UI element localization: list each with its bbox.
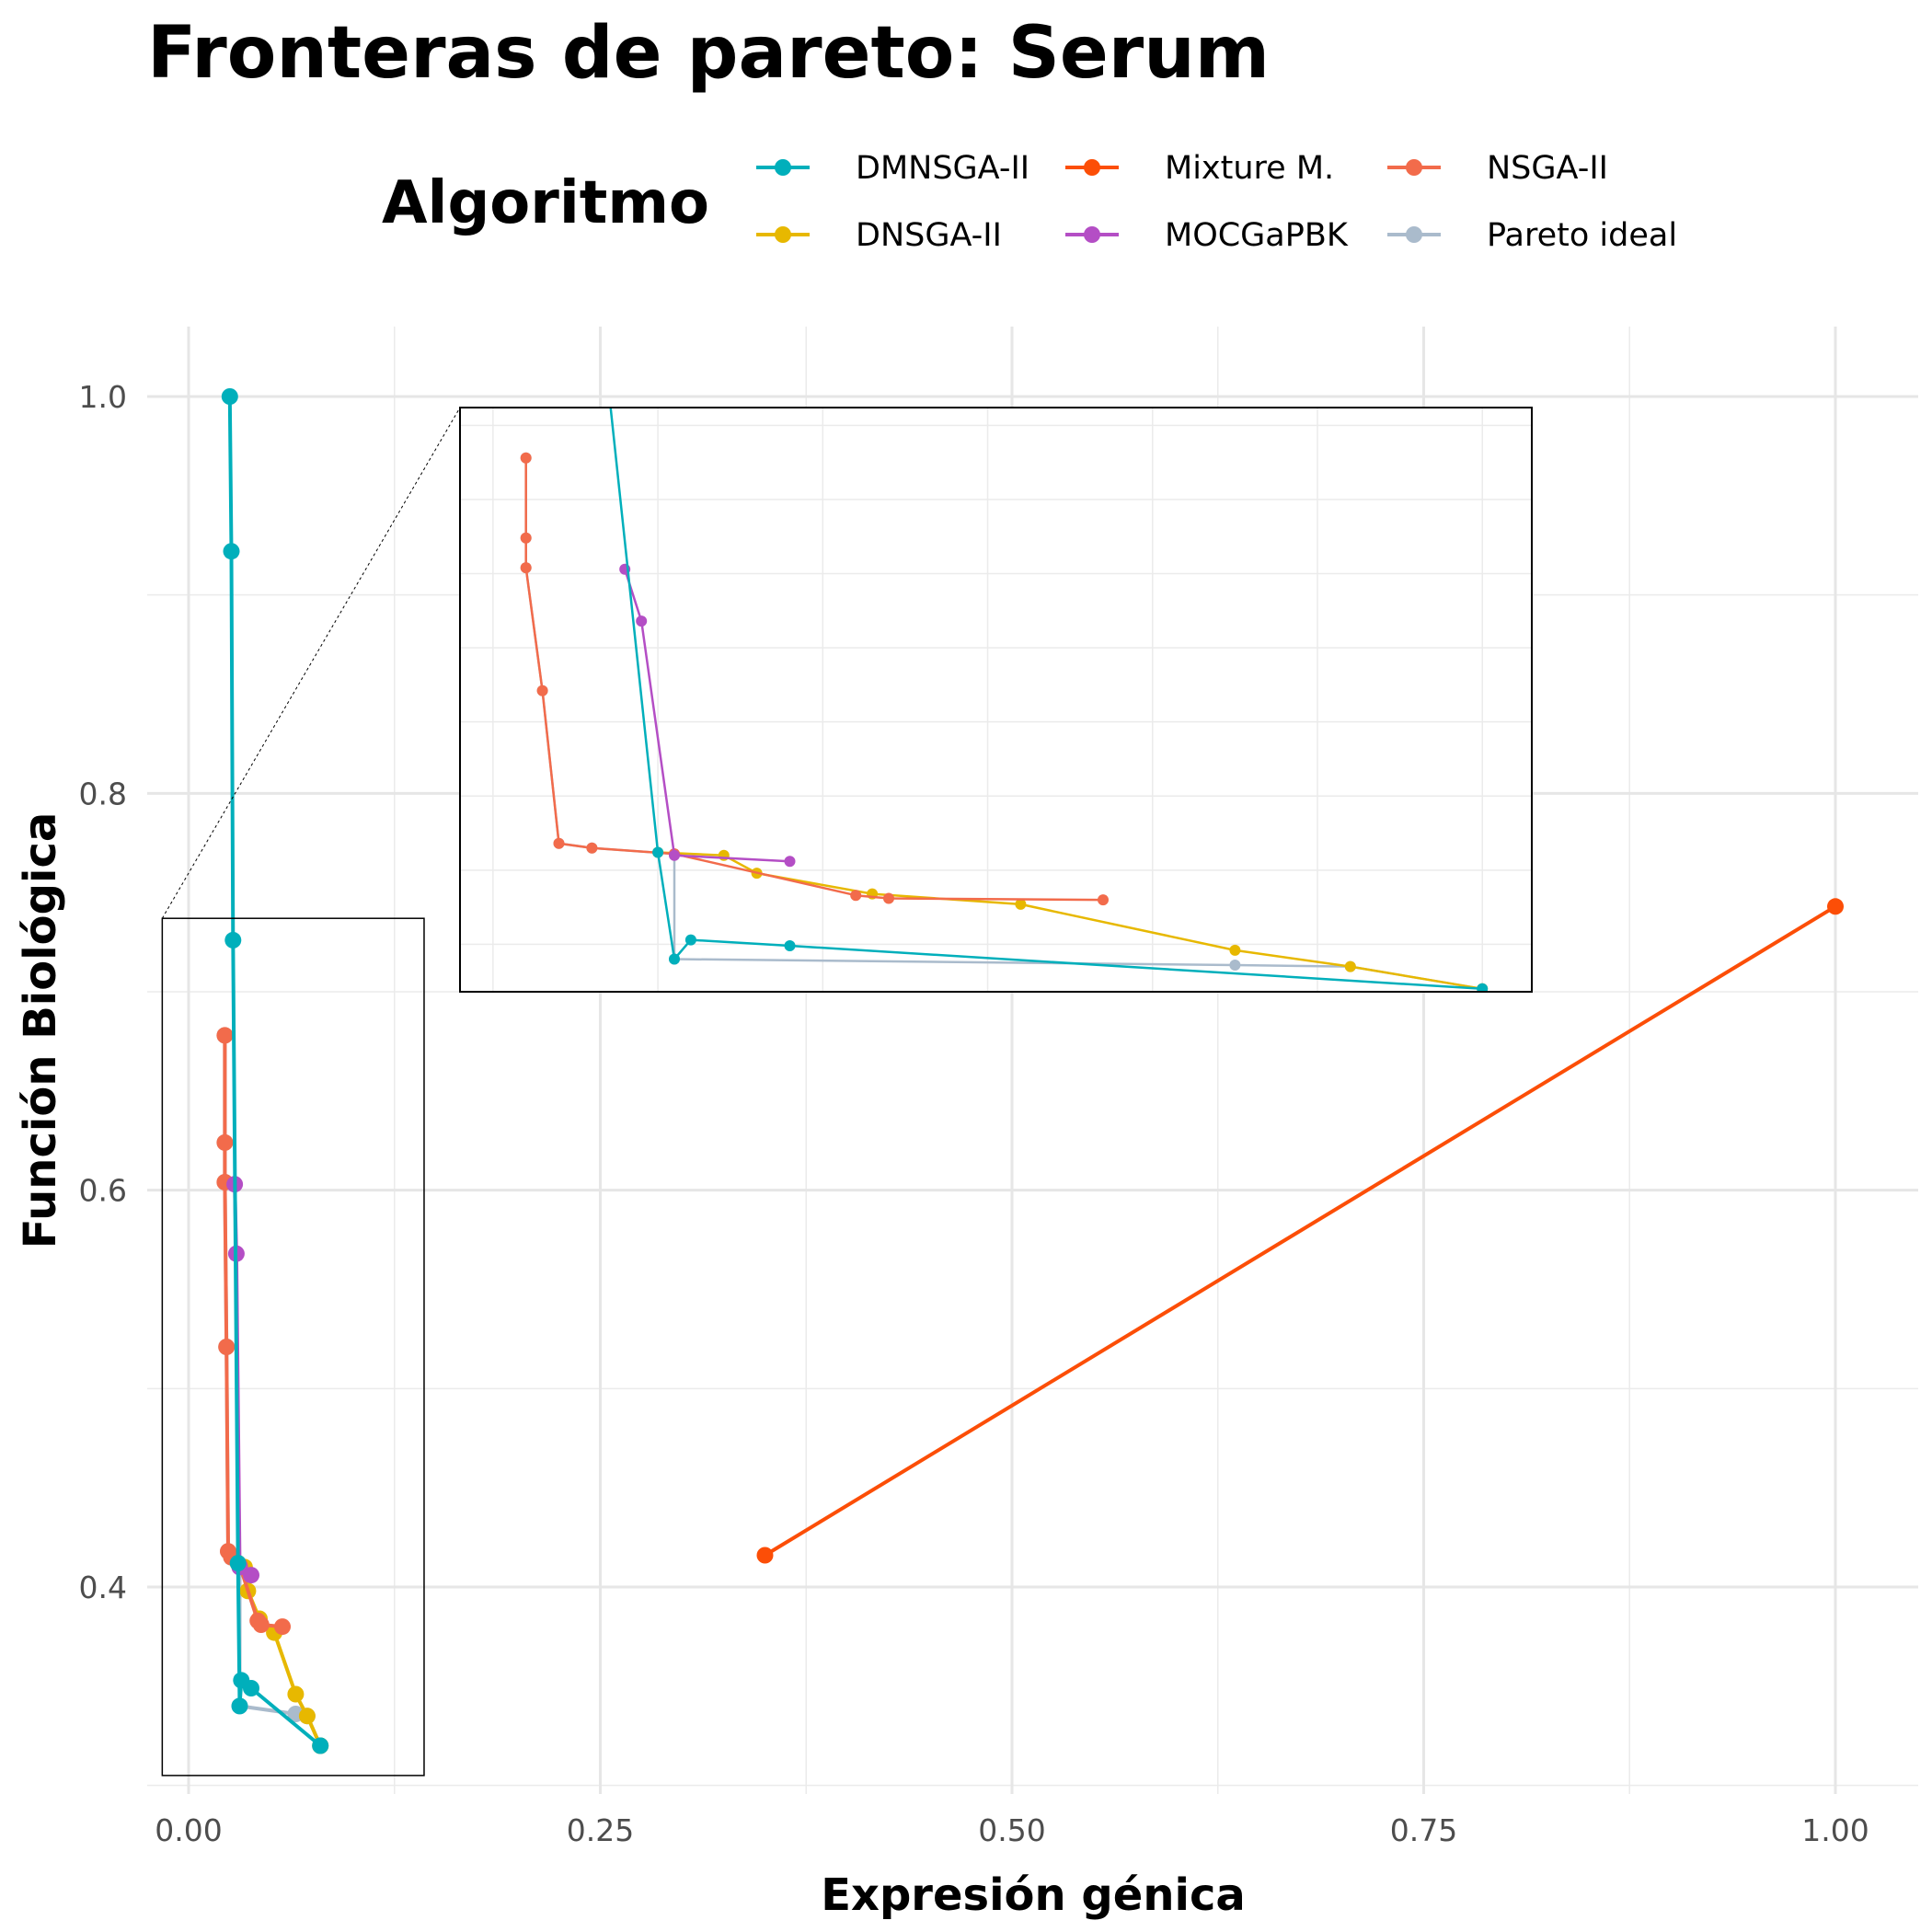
main-data-point <box>252 1616 270 1633</box>
legend-key-point <box>775 226 791 243</box>
legend-label: Mixture M. <box>1165 150 1334 187</box>
legend-item: DNSGA-II <box>756 217 1002 254</box>
inset-data-point <box>1344 960 1356 972</box>
inset-grid <box>460 408 1532 992</box>
inset-data-point <box>652 846 664 858</box>
inset-series-line <box>524 457 1104 902</box>
inset-data-point <box>520 532 532 544</box>
legend-key-point <box>1084 159 1100 176</box>
main-series <box>756 898 1844 1564</box>
legend-key-point <box>1406 226 1422 243</box>
main-data-point <box>216 1133 234 1151</box>
legend-label: NSGA-II <box>1487 150 1608 187</box>
inset-series-line <box>609 408 1483 991</box>
inset-data-point <box>1015 898 1027 910</box>
main-data-point <box>312 1737 329 1754</box>
x-axis-label: Expresión génica <box>821 1869 1246 1921</box>
tick-labels: 0.00 0.25 0.50 0.75 1.00 0.4 0.6 0.8 1.0 <box>79 379 1869 1848</box>
main-series <box>221 388 329 1754</box>
inset-data-point <box>553 837 565 849</box>
main-data-point <box>287 1685 305 1703</box>
inset-data-point <box>883 892 894 904</box>
inset-series-layer <box>520 408 1489 992</box>
legend: Algoritmo DMNSGA-II DNSGA-II Mixture M. MOC… <box>382 150 1677 254</box>
inset-border <box>459 407 1533 993</box>
y-tick-label: 1.0 <box>79 379 127 415</box>
legend-label: Pareto ideal <box>1487 217 1677 254</box>
inset-data-point <box>784 940 796 951</box>
inset-data-point <box>520 562 532 574</box>
inset-data-point <box>1229 944 1241 956</box>
legend-key-point <box>775 159 791 176</box>
inset-data-point <box>536 684 548 696</box>
legend-label: DMNSGA-II <box>856 150 1029 187</box>
zoom-connector-line <box>161 407 461 919</box>
inset-data-point <box>784 856 796 868</box>
legend-key-point <box>1084 226 1100 243</box>
legend-item: Pareto ideal <box>1387 217 1677 254</box>
main-data-point <box>218 1339 236 1355</box>
main-data-point <box>243 1567 259 1584</box>
main-data-point <box>229 1555 247 1572</box>
main-data-point <box>223 543 240 560</box>
main-data-point <box>231 1697 248 1715</box>
x-tick-label: 1.00 <box>1801 1812 1869 1848</box>
legend-item: NSGA-II <box>1387 150 1608 187</box>
main-data-point <box>221 388 238 405</box>
inset-data-point <box>586 842 598 854</box>
main-data-point <box>243 1680 259 1696</box>
inset-data-point <box>1098 894 1109 906</box>
legend-label: DNSGA-II <box>856 217 1002 254</box>
legend-item: DMNSGA-II <box>756 150 1029 187</box>
main-data-point <box>756 1547 774 1564</box>
main-series-line <box>764 904 1837 1558</box>
zoom-region-box <box>161 917 425 1777</box>
legend-label: MOCGaPBK <box>1165 217 1349 254</box>
main-data-point <box>274 1618 291 1636</box>
zoom-box-layer <box>161 407 461 1777</box>
inset-data-point <box>1477 983 1489 992</box>
legend-key-point <box>1406 159 1422 176</box>
inset-background <box>460 408 1532 992</box>
y-axis-label: Función Biológica <box>15 812 66 1249</box>
main-data-point <box>298 1708 316 1725</box>
inset-data-point <box>669 849 680 861</box>
inset-panel <box>459 407 1533 993</box>
legend-item: MOCGaPBK <box>1065 217 1349 254</box>
x-tick-label: 0.00 <box>155 1812 222 1848</box>
x-tick-label: 0.75 <box>1390 1812 1457 1848</box>
inset-series-line <box>624 569 790 863</box>
inset-data-point <box>1229 960 1241 971</box>
main-data-point <box>1827 898 1844 915</box>
inset-data-point <box>636 615 648 627</box>
x-tick-label: 0.25 <box>567 1812 634 1848</box>
inset-series <box>609 408 1489 992</box>
y-tick-label: 0.8 <box>79 776 127 811</box>
legend-title: Algoritmo <box>382 169 709 237</box>
series-layer <box>216 388 1844 1754</box>
y-tick-label: 0.6 <box>79 1173 127 1209</box>
main-data-point <box>216 1027 234 1044</box>
legend-items: DMNSGA-II DNSGA-II Mixture M. MOCGaPBK NSGA-… <box>756 150 1677 254</box>
main-data-point <box>224 931 242 949</box>
x-tick-label: 0.50 <box>978 1812 1045 1848</box>
inset-data-point <box>684 934 696 946</box>
inset-data-point <box>850 890 862 902</box>
inset-data-point <box>669 953 680 965</box>
legend-item: Mixture M. <box>1065 150 1334 187</box>
chart-title: Fronteras de pareto: Serum <box>147 12 1270 95</box>
y-tick-label: 0.4 <box>79 1570 127 1605</box>
inset-data-point <box>520 452 532 464</box>
